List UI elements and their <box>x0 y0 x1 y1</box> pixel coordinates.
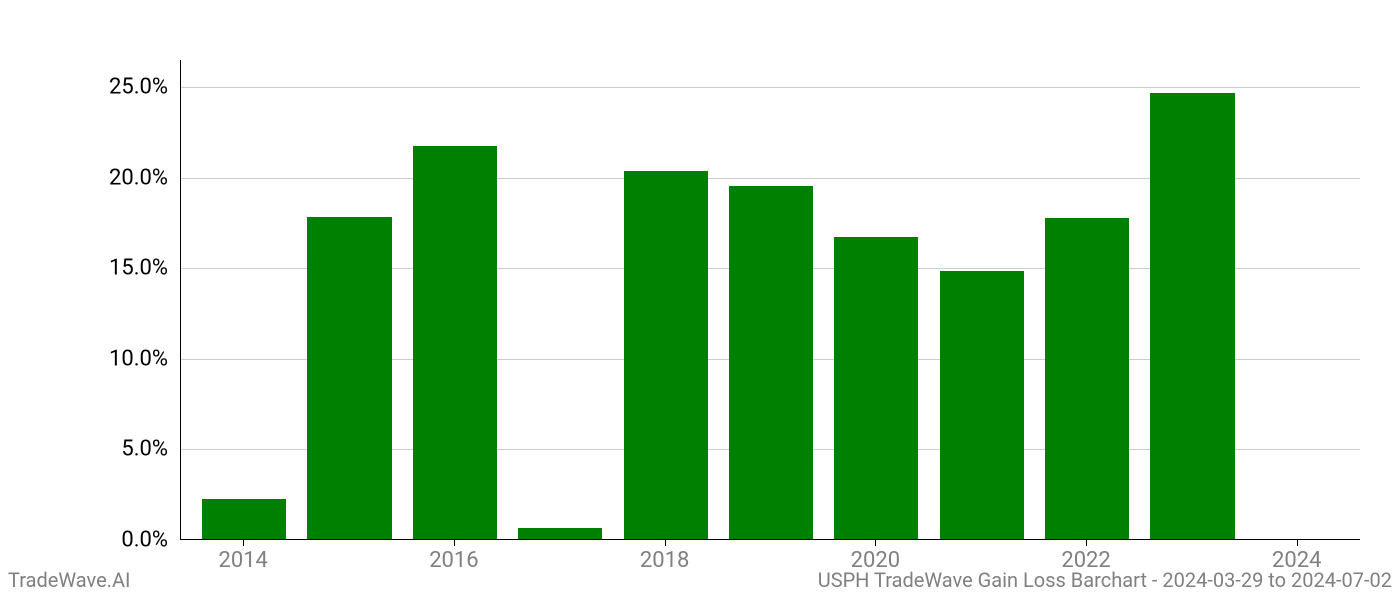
y-axis-label: 20.0% <box>109 165 168 190</box>
plot-area <box>180 60 1360 540</box>
x-tick-mark <box>875 540 876 546</box>
bar <box>940 271 1024 539</box>
y-axis-label: 25.0% <box>109 75 168 100</box>
bar <box>1045 218 1129 539</box>
y-axis-label: 15.0% <box>109 256 168 281</box>
x-axis-label: 2014 <box>218 548 267 573</box>
bar <box>202 499 286 539</box>
x-tick-mark <box>243 540 244 546</box>
footer-left-brand: TradeWave.AI <box>8 568 130 592</box>
bar <box>729 186 813 539</box>
gridline <box>181 87 1360 88</box>
bar <box>834 237 918 539</box>
y-axis-label: 5.0% <box>121 437 168 462</box>
x-tick-mark <box>1086 540 1087 546</box>
y-axis-label: 0.0% <box>121 528 168 553</box>
x-tick-mark <box>1297 540 1298 546</box>
x-axis-label: 2018 <box>640 548 689 573</box>
bar <box>624 171 708 539</box>
bar <box>307 217 391 539</box>
footer-right-caption: USPH TradeWave Gain Loss Barchart - 2024… <box>818 568 1392 592</box>
x-tick-mark <box>454 540 455 546</box>
chart-container: 0.0%5.0%10.0%15.0%20.0%25.0% 20142016201… <box>180 60 1360 540</box>
bar <box>413 146 497 539</box>
x-axis-label: 2016 <box>429 548 478 573</box>
x-tick-mark <box>665 540 666 546</box>
y-axis-label: 10.0% <box>109 346 168 371</box>
bar <box>518 528 602 539</box>
bar <box>1150 93 1234 539</box>
